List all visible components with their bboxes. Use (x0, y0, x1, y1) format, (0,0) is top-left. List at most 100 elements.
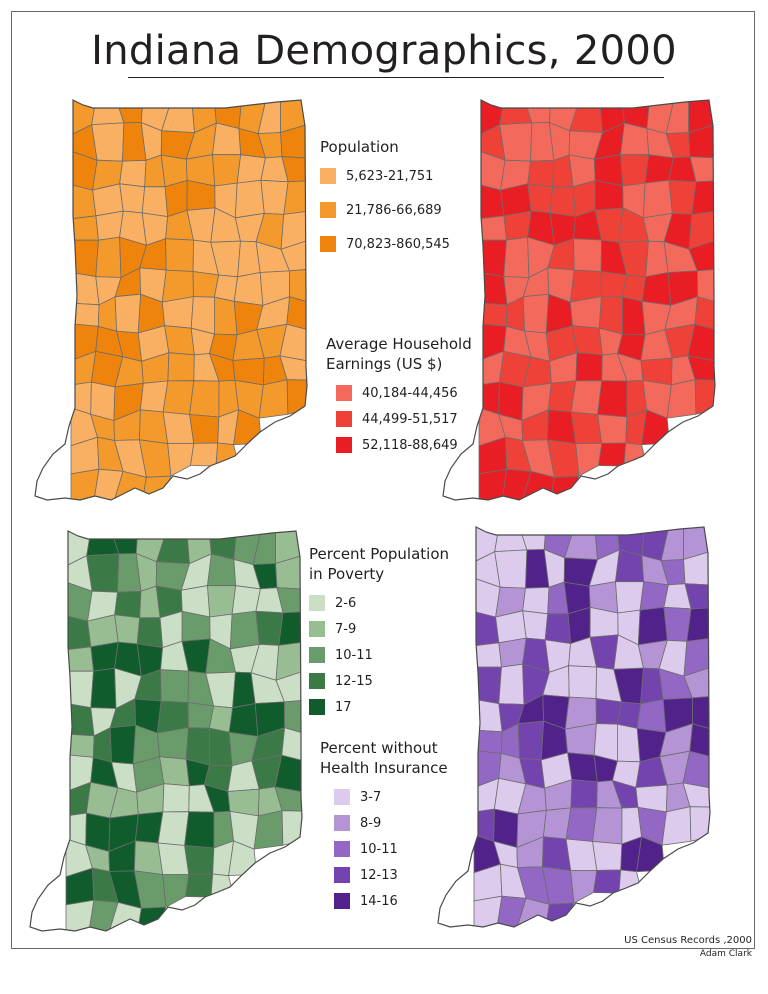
legend-label: 44,499-51,517 (362, 411, 458, 427)
legend-label: 17 (335, 699, 352, 715)
county (162, 783, 190, 813)
county (88, 899, 119, 931)
county (496, 895, 527, 927)
county (156, 727, 189, 760)
legend-class: 17 (309, 694, 449, 720)
legend-label: 21,786-66,689 (346, 202, 442, 218)
legend-class: 14-16 (334, 888, 448, 914)
county (190, 442, 219, 467)
county (228, 703, 259, 737)
legend-label: 10-11 (335, 647, 373, 663)
county (499, 100, 533, 126)
county (564, 723, 597, 756)
county (517, 720, 545, 761)
county (85, 812, 111, 853)
county (682, 782, 710, 808)
county (91, 122, 125, 162)
county (207, 585, 237, 618)
county (157, 811, 190, 846)
county (162, 873, 190, 908)
legend-swatch (334, 893, 350, 909)
county-layer (478, 100, 715, 500)
county (95, 236, 122, 278)
legend-swatch (309, 673, 325, 689)
legend-label: 70,823-860,545 (346, 236, 450, 252)
county (70, 215, 99, 241)
county (503, 210, 532, 241)
legend-class: 52,118-88,649 (336, 432, 472, 458)
county (280, 123, 307, 159)
county (522, 610, 549, 641)
county (617, 723, 641, 763)
county (694, 379, 715, 415)
county (164, 325, 195, 356)
county (281, 810, 302, 846)
county (661, 806, 692, 846)
county (65, 646, 94, 672)
legend-class: 7-9 (309, 616, 449, 642)
legend-label: 12-15 (335, 673, 373, 689)
county (253, 810, 284, 850)
county-layer (473, 527, 710, 927)
county (159, 756, 190, 787)
county (141, 186, 169, 218)
state-outline (437, 526, 711, 928)
county (564, 527, 598, 561)
county (568, 665, 597, 699)
county (281, 156, 307, 183)
county (567, 752, 598, 783)
legend-swatch (334, 789, 350, 805)
county (283, 180, 307, 215)
state-outline (29, 530, 303, 932)
county (642, 179, 673, 219)
legend-class: 40,184-44,456 (336, 380, 472, 406)
county (499, 122, 533, 162)
county (181, 610, 211, 642)
county (668, 179, 697, 215)
legend-swatch (320, 202, 336, 218)
county (86, 531, 120, 557)
poverty-legend-title: Percent Population in Poverty (309, 545, 450, 583)
legend-swatch (309, 699, 325, 715)
county (70, 271, 100, 306)
county (666, 379, 697, 419)
county (207, 553, 237, 587)
county (598, 296, 623, 335)
legend-swatch (336, 385, 352, 401)
county (545, 902, 575, 927)
legend-class: 21,786-66,689 (320, 197, 450, 223)
county (70, 184, 97, 220)
legend-swatch (309, 647, 325, 663)
county (569, 100, 603, 134)
insurance-map (437, 526, 711, 928)
legend-class: 3-7 (334, 784, 448, 810)
legend-label: 3-7 (360, 789, 382, 805)
county (575, 352, 603, 382)
county (65, 899, 95, 931)
county (689, 156, 715, 183)
county (260, 179, 289, 215)
county (185, 873, 214, 898)
earnings-legend-title: Average Household Earnings (US $) (326, 335, 472, 373)
insurance-legend: Percent without Health Insurance 3-7 8-9… (320, 738, 448, 914)
county (283, 699, 302, 734)
county (527, 159, 555, 188)
legend-class: 44,499-51,517 (336, 406, 472, 432)
insurance-legend-title: Percent without Health Insurance (320, 739, 448, 777)
county (93, 468, 124, 500)
legend-label: 12-13 (360, 867, 398, 883)
population-map (34, 99, 308, 501)
county (274, 754, 302, 793)
county (274, 786, 302, 812)
legend-label: 40,184-44,456 (362, 385, 458, 401)
source-credit: US Census Records ,2000 (624, 935, 752, 946)
poverty-legend: Percent Population in Poverty 2-6 7-9 10… (309, 544, 449, 720)
county (136, 617, 164, 649)
county (565, 807, 598, 842)
county (641, 272, 672, 306)
legend-swatch (334, 815, 350, 831)
county (689, 806, 710, 842)
county (167, 352, 195, 382)
county (281, 727, 302, 762)
county (90, 641, 119, 672)
